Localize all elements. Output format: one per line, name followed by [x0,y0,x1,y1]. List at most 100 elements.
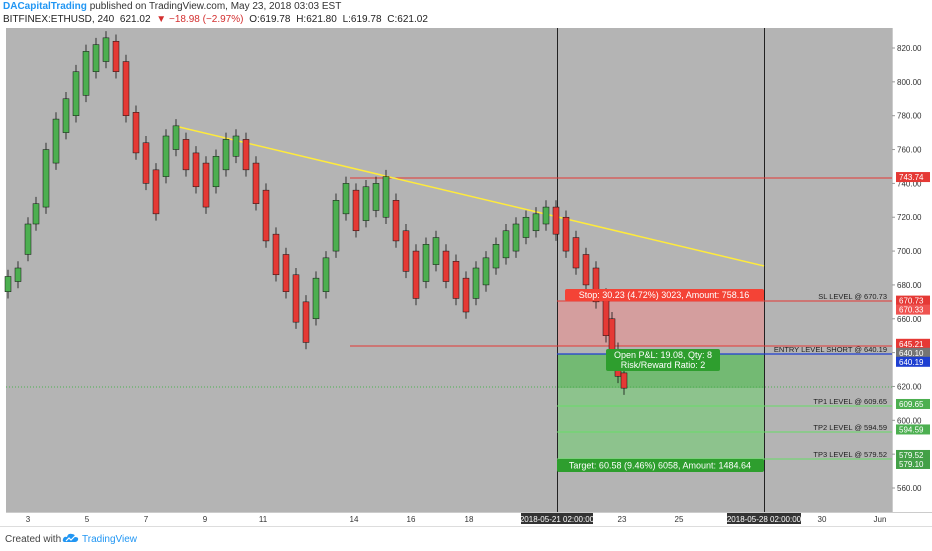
pnl-label: Open P&L: 19.08, Qty: 8 [614,350,712,360]
tp3-level-label: TP3 LEVEL @ 579.52 [813,450,887,459]
price-tag-box [896,338,930,349]
candle-body [232,135,240,157]
candle-body [222,139,230,171]
time-tick-label: 7 [144,515,149,524]
candle-body [362,186,370,221]
time-tick-label: 11 [259,515,268,524]
candle-body [24,223,32,255]
time-highlight-2: 2018-05-28 02:00:00 [727,515,802,524]
candle-body [422,244,430,282]
candle-body [132,112,140,154]
candle-body [592,267,600,303]
candle-body [402,230,410,272]
candle-body [152,169,160,215]
candle-body [172,125,180,150]
candle-body [292,274,300,323]
time-axis[interactable] [0,512,892,525]
price-tag-box [896,356,930,367]
candle-body [372,183,380,211]
last-price: 621.02 [119,14,151,25]
candle-body [462,277,470,313]
price-tick-label: 820.00 [897,44,922,53]
price-tick-label: 680.00 [897,281,922,290]
price-tag-label: 645.21 [899,340,924,349]
price-tick-label: 700.00 [897,247,922,256]
candle-body [202,162,210,208]
candle-body [102,37,110,62]
candle-body [162,135,170,177]
price-tag-box [896,172,930,183]
candle-body [502,230,510,259]
stop-label-box[interactable] [565,289,764,301]
time-tick-label: 23 [618,515,627,524]
chart-area[interactable]: SL LEVEL @ 670.73 ENTRY LEVEL SHORT @ 64… [0,28,932,525]
price-tag-box [896,398,930,409]
time-highlight-2-box [727,513,801,524]
price-tick-label: 780.00 [897,112,922,121]
candle-body [312,277,320,320]
time-tick-label: 25 [675,515,684,524]
price-tag-label: 609.65 [899,400,924,409]
stop-label: Stop: 30.23 (4.72%) 3023, Amount: 758.16 [579,290,750,300]
price-tag-box [896,295,930,306]
candle-body [112,40,120,72]
author-link[interactable]: DACapitalTrading [3,1,87,12]
candle-body [522,216,530,238]
price-tag-box [896,424,930,435]
symbol-info: BITFINEX:ETHUSD, 240 621.02 ▼ −18.98 (−2… [0,13,932,27]
candle-body [32,203,40,225]
candle-body [262,189,270,242]
candle-body [482,257,490,286]
time-highlight-1: 2018-05-21 02:00:00 [520,515,595,524]
time-axis-ticks: 3 5 7 9 11 14 16 18 23 25 30 Jun [26,515,887,524]
time-tick-label: 3 [26,515,31,524]
time-tick-label: 14 [350,515,359,524]
time-highlight-1-box [521,513,593,524]
price-tag-label: 594.59 [899,425,924,434]
entry-level-label: ENTRY LEVEL SHORT @ 640.19 [774,345,887,354]
tradingview-brand[interactable]: TradingView [82,534,138,545]
candle-body [282,254,290,292]
price-tag-box [896,458,930,469]
candle-body [4,276,12,292]
candle-body [392,200,400,242]
candle-body [92,44,100,72]
price-tick-label: 720.00 [897,213,922,222]
price-tick-label: 800.00 [897,78,922,87]
candle-body [272,233,280,276]
chart-svg[interactable]: SL LEVEL @ 670.73 ENTRY LEVEL SHORT @ 64… [0,28,932,525]
published-text: published on TradingView.com, May 23, 20… [89,1,342,12]
candle-body [532,213,540,232]
candle-body [492,244,500,269]
candle-body [620,372,628,389]
candle-body [72,71,80,116]
candle-body [382,176,390,218]
candle-body [142,142,150,184]
symbol-label: BITFINEX:ETHUSD, 240 [3,14,115,25]
candle-body [512,223,520,252]
candle-body [442,250,450,282]
price-tag-box [896,347,930,358]
candle-body [14,267,22,282]
candle-body [322,257,330,292]
price-tag-label: 670.73 [899,297,924,306]
pnl-label-box[interactable] [606,349,720,371]
candle-body [582,254,590,286]
time-tick-label: Jun [874,515,887,524]
tradingview-cloud-icon [62,533,79,542]
candle-body [602,294,610,336]
price-change: ▼ −18.98 (−2.97%) [156,14,244,25]
stop-zone[interactable] [557,301,764,346]
target-label-box[interactable] [557,459,764,472]
open-value: O:619.78 [249,14,291,25]
candle-body [52,118,60,164]
trendline[interactable] [174,125,765,267]
created-with-text: Created with [5,534,62,545]
candle-body [472,267,480,299]
price-axis[interactable] [892,28,932,525]
time-tick-label: 5 [85,515,90,524]
price-tick-label: 560.00 [897,484,922,493]
price-tag-label: 579.10 [899,460,924,469]
price-tag-label: 670.33 [899,306,924,315]
